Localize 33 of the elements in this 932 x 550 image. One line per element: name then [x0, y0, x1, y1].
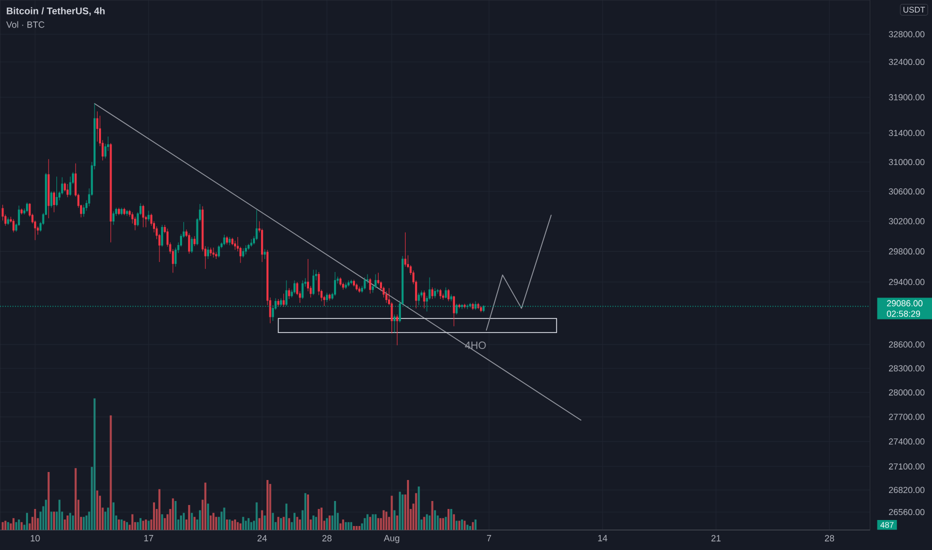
y-axis-title: USDT [904, 6, 926, 13]
annotation: 4HO [464, 342, 486, 349]
y-tick-label: 32800.00 [888, 31, 924, 38]
x-tick-label: 28 [824, 535, 834, 542]
y-tick-label: 30200.00 [888, 218, 924, 224]
y-tick-label: 30600.00 [888, 188, 924, 195]
y-tick-label: 27100.00 [888, 463, 924, 470]
text: 02:58:29 [886, 310, 920, 317]
y-tick-label: 31000.00 [888, 158, 924, 166]
y-tick-label: 28600.00 [888, 341, 924, 348]
text: Vol · BTC [6, 21, 44, 28]
y-tick-label: 32400.00 [888, 58, 924, 65]
y-tick-label: 27700.00 [888, 414, 924, 420]
ref-line-label: 29086.00 [887, 300, 923, 306]
x-tick-label: Aug [384, 535, 400, 544]
y-tick-label: 28300.00 [888, 365, 924, 372]
y-tick-label: 28000.00 [888, 389, 924, 396]
y-tick-label: 29800.00 [888, 248, 924, 254]
x-tick-label: 10 [30, 535, 40, 542]
x-tick-label: 24 [258, 535, 267, 542]
x-tick-label: 21 [711, 535, 721, 542]
y-tick-label: 31900.00 [888, 94, 924, 100]
x-tick-label: 7 [486, 535, 492, 542]
y-tick-label: 29400.00 [888, 278, 924, 286]
y-tick-label: 31400.00 [888, 130, 924, 136]
x-tick-label: 14 [598, 535, 608, 542]
text: 487 [880, 522, 894, 528]
y-tick-label: 26560.00 [888, 508, 924, 516]
x-tick-label: 28 [322, 535, 332, 542]
y-tick-label: 26820.00 [888, 486, 924, 494]
text: Bitcoin / TetherUS, 4h [6, 7, 105, 16]
x-tick-label: 17 [144, 535, 154, 542]
y-tick-label: 27400.00 [888, 438, 924, 445]
